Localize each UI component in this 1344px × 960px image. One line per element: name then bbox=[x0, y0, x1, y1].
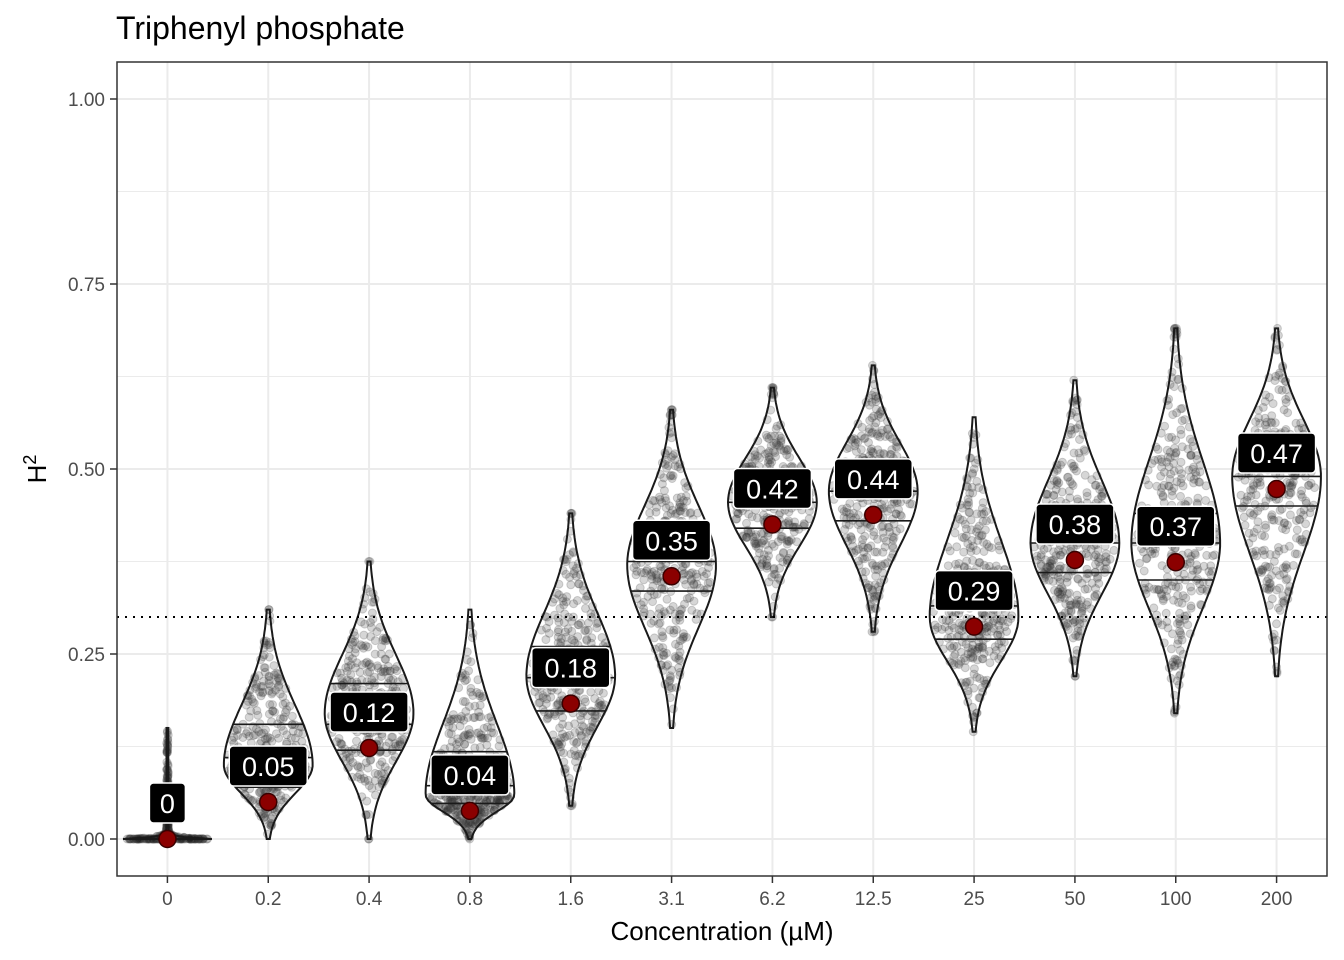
data-label-box bbox=[148, 782, 187, 824]
chart-title: Triphenyl phosphate bbox=[116, 10, 405, 46]
y-axis-title-base: H bbox=[22, 465, 52, 484]
data-label-100: 0.37 bbox=[1136, 505, 1216, 547]
mean-point-200 bbox=[1267, 479, 1286, 499]
mean-point-100 bbox=[1166, 552, 1185, 572]
y-tick-label: 0.75 bbox=[68, 275, 105, 296]
y-tick-label: 0.25 bbox=[68, 645, 105, 666]
data-label-text: 0.35 bbox=[645, 526, 698, 556]
y-axis-title-superscript: 2 bbox=[20, 455, 40, 465]
data-label-12.5: 0.44 bbox=[833, 458, 913, 500]
data-label-3.1: 0.35 bbox=[631, 519, 712, 562]
mean-point-3.1 bbox=[662, 567, 681, 586]
data-label-box bbox=[833, 458, 913, 500]
mean-point-6.2 bbox=[763, 515, 782, 534]
x-tick-label: 3.1 bbox=[658, 889, 684, 910]
violin-outline bbox=[626, 408, 717, 729]
data-label-text: 0.37 bbox=[1149, 512, 1202, 542]
x-axis-ticks: 0 0.2 0.4 0.8 1.6 3.1 6.2 12.5 25 50 100 200 bbox=[162, 876, 1292, 910]
data-label-box bbox=[1236, 432, 1317, 474]
data-label-6.2: 0.42 bbox=[732, 467, 813, 510]
y-axis-ticks: 0.00 0.25 0.50 0.75 1.00 bbox=[68, 90, 117, 851]
data-label-0.2: 0.05 bbox=[228, 745, 308, 787]
mean-point-0.4 bbox=[359, 738, 379, 758]
data-label-box bbox=[1035, 503, 1115, 545]
data-label-200: 0.47 bbox=[1236, 432, 1317, 474]
y-tick-label: 0.50 bbox=[68, 460, 105, 481]
data-label-0.4: 0.12 bbox=[329, 691, 409, 733]
data-label-text: 0.18 bbox=[544, 654, 597, 684]
x-tick-label: 0 bbox=[162, 889, 173, 910]
data-label-text: 0 bbox=[160, 789, 175, 819]
violin-jitter-points bbox=[1233, 323, 1319, 678]
data-label-25: 0.29 bbox=[934, 569, 1014, 612]
violin-outline bbox=[323, 560, 415, 840]
x-tick-label: 100 bbox=[1160, 889, 1192, 910]
x-tick-label: 1.6 bbox=[558, 889, 584, 910]
x-tick-label: 0.4 bbox=[356, 889, 383, 910]
x-axis-title: Concentration (µM) bbox=[610, 916, 833, 946]
data-label-text: 0.29 bbox=[948, 577, 1001, 607]
data-label-box bbox=[329, 691, 409, 733]
violin-outline bbox=[525, 512, 617, 807]
violin-200 bbox=[1231, 323, 1322, 678]
mean-point-0 bbox=[158, 829, 177, 849]
data-label-box bbox=[934, 569, 1014, 612]
y-axis-title: H2 bbox=[20, 455, 52, 484]
violin-outline bbox=[928, 416, 1020, 733]
x-tick-label: 12.5 bbox=[855, 889, 892, 910]
x-tick-label: 0.2 bbox=[255, 889, 281, 910]
x-tick-label: 200 bbox=[1261, 889, 1293, 910]
violin-outline bbox=[1029, 379, 1121, 678]
data-label-text: 0.05 bbox=[242, 752, 295, 782]
data-label-text: 0.47 bbox=[1250, 439, 1303, 469]
data-label-box bbox=[430, 754, 510, 796]
data-label-box bbox=[1136, 505, 1216, 547]
mean-point-layer bbox=[158, 479, 1286, 849]
data-label-box bbox=[531, 646, 611, 689]
violin-outline bbox=[726, 386, 818, 618]
data-label-layer: 0 0.05 0.12 0.04 0.18 0.35 0.42 0.44 0.29 0.38 0.3… bbox=[148, 432, 1317, 824]
mean-point-50 bbox=[1065, 550, 1085, 570]
violin-outline bbox=[222, 608, 314, 840]
data-label-0: 0 bbox=[148, 782, 187, 824]
mean-point-12.5 bbox=[864, 505, 883, 525]
data-label-text: 0.12 bbox=[343, 698, 396, 728]
violin-outline bbox=[1231, 327, 1322, 678]
violin-outline bbox=[827, 364, 919, 633]
data-label-text: 0.38 bbox=[1049, 510, 1102, 540]
data-label-box bbox=[631, 519, 712, 562]
data-label-box bbox=[732, 467, 813, 510]
data-label-text: 0.42 bbox=[746, 475, 799, 505]
data-label-text: 0.44 bbox=[847, 465, 900, 495]
data-label-1.6: 0.18 bbox=[531, 646, 611, 689]
data-label-50: 0.38 bbox=[1035, 503, 1115, 545]
violin-outline bbox=[1130, 327, 1222, 715]
violin-fill bbox=[1232, 328, 1321, 677]
mean-point-1.6 bbox=[561, 694, 580, 713]
data-label-text: 0.04 bbox=[444, 761, 497, 791]
x-tick-label: 0.8 bbox=[457, 889, 483, 910]
y-tick-label: 0.00 bbox=[68, 830, 105, 851]
y-tick-label: 1.00 bbox=[68, 90, 105, 111]
mean-point-0.8 bbox=[460, 801, 480, 821]
data-label-0.8: 0.04 bbox=[430, 754, 510, 796]
x-tick-label: 50 bbox=[1064, 889, 1085, 910]
mean-point-25 bbox=[964, 617, 984, 636]
data-label-box bbox=[228, 745, 308, 787]
x-tick-label: 25 bbox=[964, 889, 985, 910]
mean-point-0.2 bbox=[259, 792, 278, 812]
x-tick-label: 6.2 bbox=[759, 889, 785, 910]
